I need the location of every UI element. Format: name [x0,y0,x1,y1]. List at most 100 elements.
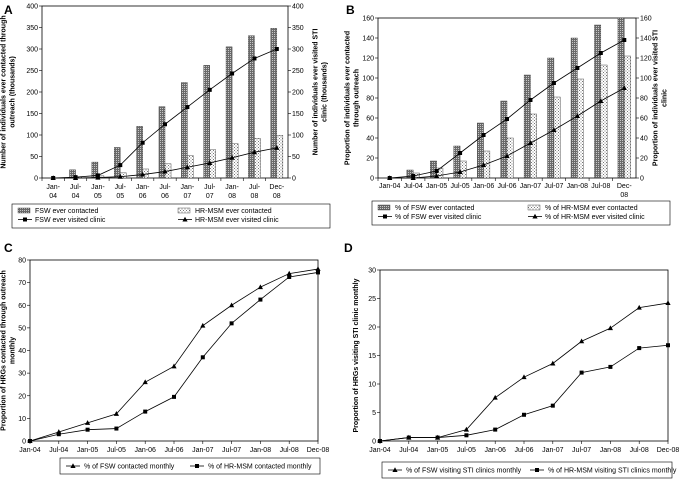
x-tick-label: Jan-06 [484,447,506,454]
point [316,270,320,275]
y-tick-label-right: 250 [292,68,304,75]
y-tick-label-left: 0 [34,176,38,183]
y-axis-label-right: Proportion of individuals ever visited S… [653,30,669,166]
point [85,420,91,425]
bar [203,65,210,179]
panel-label-c: C [4,241,13,255]
bar [523,74,531,179]
y-tick-label: 60 [18,303,26,310]
legend-label: HR-MSM ever visited clinic [195,217,279,224]
x-tick-label: 06 [139,193,147,200]
legend-box [371,200,671,226]
point [230,71,235,76]
x-tick-label: Jan- [181,184,195,191]
x-tick-label: Jan-04 [379,183,401,190]
legend-label: % of FSW ever visited clinic [395,214,482,221]
bar [459,160,467,179]
point [113,411,119,416]
bar [577,78,584,179]
point [579,370,584,375]
legend-marker [392,467,398,472]
legend-label: HR-MSM ever contacted [195,208,272,215]
point [72,175,79,180]
point [522,412,526,417]
point [481,133,486,137]
point [56,432,61,437]
point [458,151,463,155]
point [229,154,235,160]
point [117,173,123,179]
point [637,346,642,351]
point [493,427,498,432]
y-tick-label-right: 40 [640,136,648,143]
point [607,325,613,331]
point [185,105,190,110]
x-tick-label: Jan-07 [192,447,214,454]
series-line [29,268,319,442]
legend-swatch [17,207,31,214]
x-tick-label: Jan- [136,184,150,191]
x-tick-label: 07 [183,193,191,200]
y-tick-label-right: 80 [640,96,648,103]
point [551,81,556,85]
y-tick-label-left: 120 [362,56,374,63]
bar [225,46,233,179]
x-tick-label: Jan-08 [600,447,622,454]
point [315,266,321,272]
y-tick-label-left: 350 [26,25,38,32]
legend-marker [195,464,199,468]
y-tick-label-left: 250 [26,68,38,75]
point [666,343,670,348]
point [140,171,146,177]
legend-label: % of FSW ever contacted [395,205,474,212]
plot-frame [29,259,319,442]
series-line [379,344,669,442]
point [622,38,627,42]
point [378,439,382,443]
point [207,87,212,92]
x-tick-label: Jan-07 [542,447,564,454]
y-tick-label-right: 50 [292,154,300,161]
point [274,145,280,150]
x-tick-label: 08 [251,193,259,200]
y-tick-label-left: 0 [370,176,374,183]
y-tick-label-right: 150 [292,111,304,118]
x-tick-label: 06 [161,193,169,200]
y-tick-label-right: 20 [640,156,648,163]
point [521,374,527,380]
legend-label: % of HR-MSM ever visited clinic [545,214,645,221]
x-tick-label: Jul-06 [514,447,533,454]
x-tick-label: 07 [206,193,214,200]
point [574,113,580,118]
chart-panel-c: 0 10 20 30 40 50 60 70 80 Jan-04 Jul-04 Jan-05 Jul-0… [1,258,329,475]
x-tick-label: Jul-07 [222,447,241,454]
point [207,160,213,165]
point [621,85,627,90]
x-tick-label: Jul- [249,184,261,191]
legend-label: % of HR-MSM ever contacted [545,205,638,212]
x-tick-label: Jan- [91,184,105,191]
y-tick-label-right: 60 [640,116,648,123]
x-tick-label: Jan- [46,184,60,191]
y-tick-label-left: 20 [366,156,374,163]
bar [570,37,578,179]
point [229,321,234,326]
x-tick-label: Dec- [269,184,284,191]
x-tick-label: Jan-05 [427,447,449,454]
x-tick-label: Jul-08 [280,447,299,454]
legend-label: FSW ever contacted [35,208,99,215]
legend-marker [70,463,76,468]
y-tick-label-left: 150 [26,111,38,118]
bar [270,28,278,179]
point [608,364,613,369]
x-tick-label: Jul- [159,184,171,191]
legend-marker [532,213,538,219]
point [434,169,439,173]
bar [600,64,608,179]
y-tick-label: 70 [18,280,26,287]
x-tick-label: Jan-04 [19,447,41,454]
point [406,435,411,440]
y-tick-label: 5 [372,410,376,417]
point [163,122,167,127]
x-tick-label: 05 [116,193,124,200]
